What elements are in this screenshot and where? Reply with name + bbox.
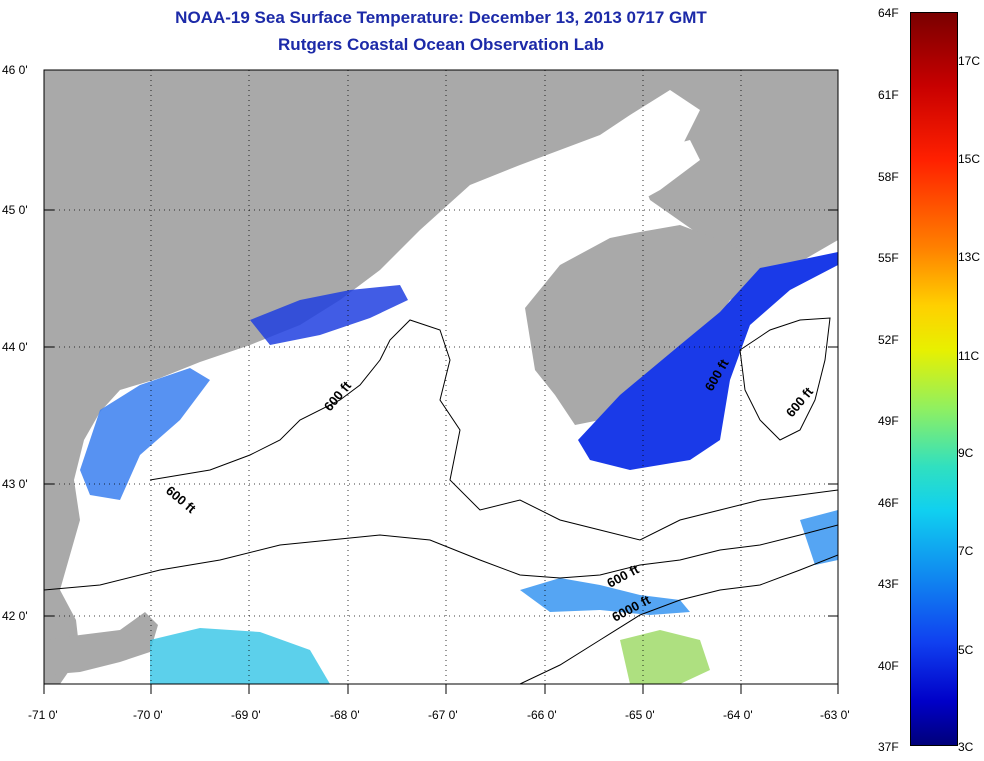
colorbar-c-label: 3C [958,740,974,754]
colorbar-f-label: 64F [878,6,899,20]
land-maine [44,70,838,684]
lat-label: 45 0' [2,203,28,217]
depth-contour-600ft-east [739,317,831,441]
depth-contour-600ft [149,319,838,541]
colorbar-f-label: 52F [878,333,899,347]
colorbar-f-label: 37F [878,740,899,754]
lon-label: -64 0' [723,708,753,722]
lon-label: -67 0' [428,708,458,722]
lon-label: -63 0' [820,708,850,722]
sst-patch-georges [520,578,690,615]
depth-contour-6000ft [519,554,838,684]
colorbar-c-label: 5C [958,643,974,657]
lon-label: -71 0' [28,708,58,722]
lon-label: -70 0' [133,708,163,722]
temperature-colorbar [910,12,958,746]
map-subtitle: Rutgers Coastal Ocean Observation Lab [278,35,604,54]
colorbar-f-label: 43F [878,577,899,591]
lon-label: -65 0' [625,708,655,722]
land-nova-scotia [525,225,760,425]
sst-patch-east [800,510,838,565]
land-cape-cod [44,612,158,675]
colorbar-c-label: 7C [958,544,974,558]
colorbar-f-label: 58F [878,170,899,184]
map-frame [43,69,839,685]
colorbar-c-label: 13C [958,250,981,264]
colorbar-f-label: 55F [878,251,899,265]
lat-label: 46 0' [2,63,28,77]
lon-label: -66 0' [527,708,557,722]
lat-label: 43 0' [2,477,28,491]
sst-patch-coast-gulf [80,368,210,500]
colorbar-c-label: 9C [958,446,974,460]
sst-patch-southwest [150,628,330,684]
lon-label: -69 0' [231,708,261,722]
lon-label: -68 0' [330,708,360,722]
map-title: NOAA-19 Sea Surface Temperature: Decembe… [175,8,707,27]
colorbar-f-label: 49F [878,414,899,428]
bay-of-fundy [500,140,700,252]
lat-label: 42 0' [2,609,28,623]
depth-contour-600ft-north [44,524,838,591]
colorbar-c-label: 15C [958,152,981,166]
colorbar-c-label: 11C [958,349,980,363]
sst-patch-coast-maine [250,285,408,345]
colorbar-f-label: 61F [878,88,899,102]
colorbar-f-label: 40F [878,659,899,673]
colorbar-c-label: 17C [958,54,981,68]
lat-label: 44 0' [2,340,28,354]
axis-ticks [43,69,839,694]
sst-patch-south [620,630,710,684]
colorbar-f-label: 46F [878,496,899,510]
